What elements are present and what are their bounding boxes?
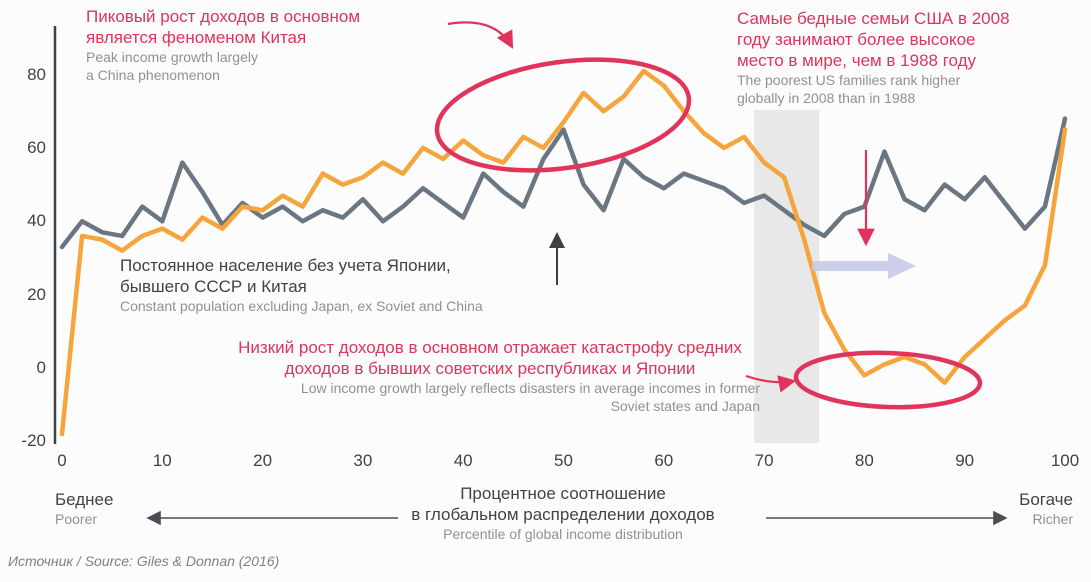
x-axis-title-ru-line1: Процентное соотношение [460,484,666,503]
annotation-constant-ru-line2: бывшего СССР и Китая [120,277,307,296]
annotation-low-en-line2: Soviet states and Japan [610,398,760,414]
x-tick-label: 60 [654,451,674,470]
x-axis-title: Процентное соотношение в глобальном расп… [343,483,783,543]
annotation-us-en-line2: globally in 2008 than in 1988 [737,90,916,106]
annotation-constant-en-line1: Constant population excluding Japan, ex … [120,298,483,314]
y-axis-tick-labels: 80 60 40 20 0 -20 [0,0,46,460]
annotation-low-en-line1: Low income growth largely reflects disas… [300,380,760,396]
y-tick-label: 40 [27,211,46,231]
annotation-us-ru-line2: году занимают более высокое [737,30,976,49]
annotation-peak-en-line1: Peak income growth largely [86,49,258,65]
x-tick-label: 100 [1050,451,1080,470]
trough-annotation-arrow-icon [745,374,797,393]
poorer-label-ru: Беднее [55,490,114,509]
peak-ellipse-highlight [434,57,692,173]
annotation-low-growth: Низкий рост доходов в основном отражает … [220,337,760,415]
annotation-us-ru-line1: Самые бедные семьи США в 2008 [737,9,1010,28]
x-axis-tick-labels: 0 10 20 30 40 50 60 70 80 90 100 [0,451,1091,473]
richer-label-ru: Богаче [1019,490,1073,509]
x-tick-label: 20 [253,451,273,470]
x-axis-title-en: Percentile of global income distribution [443,526,683,542]
x-tick-label: 40 [453,451,473,470]
source-credit: Источник / Source: Giles & Donnan (2016) [8,553,280,569]
annotation-low-ru-line1: Низкий рост доходов в основном отражает … [238,338,742,357]
peak-annotation-arrow-icon [447,21,514,49]
richer-label-en: Richer [1032,511,1073,527]
trough-ellipse-highlight [793,350,983,410]
poorer-label: Беднее Poorer [55,489,113,528]
x-tick-label: 90 [955,451,975,470]
annotation-us-en-line1: The poorest US families rank higher [737,72,961,88]
x-axis-title-ru-line2: в глобальном распределении доходов [411,505,715,524]
y-tick-label: 80 [27,64,46,84]
x-tick-label: 80 [854,451,874,470]
annotation-low-ru-line2: доходов в бывших советских республиках и… [284,359,696,378]
annotation-peak-ru-line2: является феноменом Китая [86,28,307,47]
x-tick-label: 10 [152,451,172,470]
shift-right-arrow-icon [812,253,916,279]
y-tick-label: 20 [27,284,46,304]
annotation-us-ru-line3: место в мире, чем в 1988 году [737,51,977,70]
annotation-peak: Пиковый рост доходов в основном является… [86,6,360,84]
annotation-peak-ru-line1: Пиковый рост доходов в основном [86,7,361,26]
x-tick-label: 50 [554,451,573,470]
y-tick-label: 0 [36,358,46,377]
annotation-us-poorest: Самые бедные семьи США в 2008 году заним… [737,8,1010,107]
richer-label: Богаче Richer [1019,489,1073,528]
global-income-line [59,68,1068,437]
annotation-peak-en-line2: a China phenomenon [86,67,220,83]
constant-population-line [59,116,1068,250]
y-tick-label: 60 [27,137,46,157]
x-tick-label: 70 [754,451,774,470]
y-tick-label: -20 [21,431,46,451]
x-tick-label: 0 [57,451,67,470]
x-tick-label: 30 [353,451,373,470]
poorer-label-en: Poorer [55,511,98,527]
annotation-constant-pop: Постоянное население без учета Японии, б… [120,255,483,315]
annotation-constant-ru-line1: Постоянное население без учета Японии, [120,256,451,275]
